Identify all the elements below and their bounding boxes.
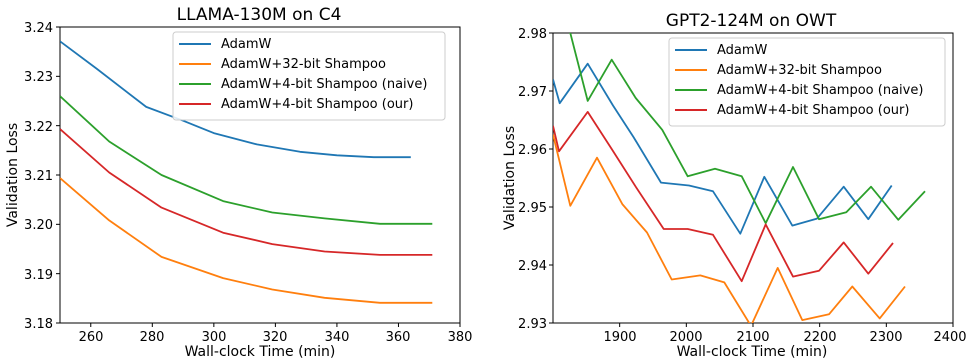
y-tick-label: 3.19 xyxy=(24,268,53,283)
tick-marks xyxy=(56,26,461,327)
series-line xyxy=(569,33,926,225)
legend: AdamW AdamW+32-bit Shampoo AdamW+4-bit S… xyxy=(668,37,946,127)
y-tick-label: 2.96 xyxy=(518,143,547,158)
series-lines xyxy=(60,40,433,304)
series-line xyxy=(553,134,906,323)
x-tick-label: 260 xyxy=(79,330,104,345)
series-line xyxy=(60,128,433,256)
x-tick-label: 2200 xyxy=(803,330,836,345)
series-line xyxy=(60,40,411,159)
chart-gpt2-124m: GPT2-124M on OWT 1900 2000 2100 2200 230… xyxy=(502,11,967,360)
legend-swatches xyxy=(675,49,707,111)
y-tick-label: 3.20 xyxy=(24,218,53,233)
y-axis-label: Validation Loss xyxy=(502,126,518,230)
chart-title: GPT2-124M on OWT xyxy=(666,11,837,31)
x-tick-label: 2300 xyxy=(869,330,902,345)
tick-marks xyxy=(549,32,954,327)
legend-label: AdamW+4-bit Shampoo (our) xyxy=(221,97,413,112)
legend-label: AdamW xyxy=(717,43,768,58)
y-tick-label: 2.98 xyxy=(518,27,547,42)
x-axis-label: Wall-clock Time (min) xyxy=(185,344,336,360)
y-tick-label: 3.18 xyxy=(24,317,53,332)
x-tick-label: 320 xyxy=(263,330,288,345)
y-tick-label: 3.23 xyxy=(24,70,53,85)
x-tick-label: 360 xyxy=(386,330,411,345)
y-tick-label: 2.93 xyxy=(518,317,547,332)
x-tick-labels: 260 280 300 320 340 360 380 xyxy=(79,330,473,345)
legend-swatches xyxy=(179,43,211,105)
legend-box xyxy=(668,37,946,127)
x-tick-label: 280 xyxy=(140,330,165,345)
legend-label: AdamW xyxy=(221,37,272,52)
legend: AdamW AdamW+32-bit Shampoo AdamW+4-bit S… xyxy=(172,31,446,121)
chart-llama-130m: LLAMA-130M on C4 260 280 300 320 340 360… xyxy=(5,5,472,360)
legend-label: AdamW+4-bit Shampoo (our) xyxy=(717,103,909,118)
x-tick-label: 300 xyxy=(202,330,227,345)
legend-label: AdamW+4-bit Shampoo (naive) xyxy=(717,83,923,98)
y-axis-label: Validation Loss xyxy=(5,123,21,227)
x-tick-label: 340 xyxy=(325,330,350,345)
y-tick-label: 2.95 xyxy=(518,201,547,216)
y-tick-label: 3.24 xyxy=(24,21,53,36)
chart-title: LLAMA-130M on C4 xyxy=(177,5,342,25)
x-tick-label: 2000 xyxy=(669,330,702,345)
legend-box xyxy=(172,31,446,121)
y-tick-label: 3.21 xyxy=(24,169,53,184)
series-line xyxy=(60,95,433,225)
series-lines xyxy=(553,33,926,323)
legend-label: AdamW+32-bit Shampoo xyxy=(717,63,882,78)
series-line xyxy=(60,177,433,304)
x-axis-label: Wall-clock Time (min) xyxy=(677,344,828,360)
x-tick-label: 380 xyxy=(448,330,473,345)
x-tick-label: 2400 xyxy=(933,330,966,345)
y-tick-label: 3.22 xyxy=(24,120,53,135)
series-line xyxy=(553,62,893,235)
legend-label: AdamW+32-bit Shampoo xyxy=(221,57,386,72)
y-tick-labels: 3.18 3.19 3.20 3.21 3.22 3.23 3.24 xyxy=(24,21,53,332)
y-tick-label: 2.97 xyxy=(518,85,547,100)
x-tick-label: 1900 xyxy=(603,330,636,345)
y-tick-labels: 2.93 2.94 2.95 2.96 2.97 2.98 xyxy=(518,27,547,332)
x-tick-labels: 1900 2000 2100 2200 2300 2400 xyxy=(603,330,966,345)
x-tick-label: 2100 xyxy=(736,330,769,345)
legend-label: AdamW+4-bit Shampoo (naive) xyxy=(221,77,427,92)
y-tick-label: 2.94 xyxy=(518,259,547,274)
series-line xyxy=(553,111,894,283)
